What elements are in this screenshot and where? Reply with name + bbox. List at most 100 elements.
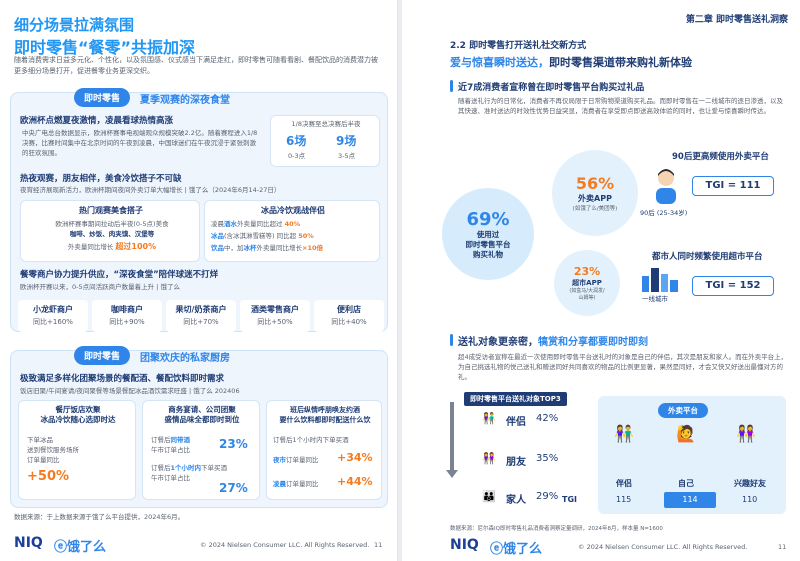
left-copyright: © 2024 Nielsen Consumer LLC. All Rights …: [200, 541, 370, 549]
insight2-tgi: TGI = 152: [692, 276, 774, 296]
waimai-label: 外卖平台: [658, 403, 708, 418]
person-icon-young: [652, 168, 680, 204]
eleme-icon-right: ⓔ: [490, 542, 504, 557]
merchant-card-2: 果切/奶茶商户 同比+70%: [166, 300, 236, 332]
eleme-icon: ⓔ: [54, 540, 68, 555]
insight1-title: 90后更高频使用外卖平台: [672, 152, 769, 162]
block1-title: 欧洲杯点燃夏夜激情，凌晨看球热情高涨: [20, 116, 174, 126]
right-line3e: ×10倍: [302, 244, 323, 252]
top3-label-2: 家人: [506, 495, 526, 506]
waimai-col-1: 自己: [678, 479, 694, 488]
top3-title: 即时零售平台送礼对象TOP3: [464, 392, 567, 406]
col2-value2: 27%: [219, 481, 248, 495]
left-page: 细分场景拉满氛围 即时零售“餐零”共振加深 随着消费需求日益多元化、个性化，以及…: [0, 0, 398, 561]
body2: 超4成受访者宣称在最近一次使用即时零售平台送礼时的对象是自己的伴侣，其次是朋友和…: [458, 353, 788, 381]
chapter-label: 第二章 即时零售送礼洞察: [685, 15, 788, 25]
right-line1a: 凌晨: [211, 220, 224, 228]
niq-logo-right: NIQ: [450, 537, 479, 553]
s2-col1-line2: 送到餐饮服务场所: [27, 446, 79, 454]
block3-title: 餐零商户协力提升供应，“深夜食堂”陪伴球迷不打烊: [20, 270, 219, 280]
merchant-card-4: 便利店同比+40%: [314, 300, 384, 332]
section2-block-sub: 饭店旧聚/午间宴请/夜间聚餐等场景餐配冰品酒饮需求旺盛 | 饿了么 202406: [20, 387, 240, 395]
col3-line3a: 凌晨: [273, 480, 286, 488]
top3-pct-2: 29%: [536, 491, 559, 502]
insight1-label: 90后 (25-34岁): [640, 209, 688, 217]
eleme-logo-text: 饿了么: [67, 540, 107, 555]
big-pct: 69%: [466, 208, 510, 230]
col2-line1b: 同带酒: [170, 436, 191, 444]
waimai-col-0: 伴侣: [616, 479, 632, 488]
tgi-value-2: 110: [742, 495, 758, 504]
col3-line2b: 订单量同比: [286, 456, 319, 464]
right-line1b: 酒水: [224, 220, 237, 228]
s2-col1-line1: 下单冰品: [27, 436, 53, 444]
section1-pill: 即时零售: [74, 88, 131, 107]
merchant-value: 同比+50%: [257, 318, 293, 326]
eleme-logo: ⓔ饿了么: [54, 536, 106, 555]
col3-value1: +34%: [337, 451, 373, 464]
right-source: 数据来源：尼尔森IQ即时零售礼品消费者洞察定量调研，2024年8月，样本量 N=…: [450, 526, 663, 532]
friends-icon: 👭: [482, 452, 496, 465]
s2-col1-value: +50%: [27, 469, 70, 484]
col3-value2: +44%: [337, 475, 373, 488]
app1-pct: 56%: [575, 174, 615, 193]
app2-pct: 23%: [573, 264, 601, 278]
app2-note: (如盒马/大润发/ 山姆等): [569, 287, 605, 301]
merchant-name: 小龙虾商户: [33, 305, 73, 314]
stat1-value: 6场: [286, 134, 307, 148]
right-line2b: (含冰淇淋雪糕等) 同比超: [224, 232, 297, 240]
block2-left-line3a: 外卖量同比增长: [67, 243, 114, 251]
right-line1d: 40%: [284, 220, 301, 228]
col3-line2a: 夜市: [273, 456, 286, 464]
right-line2a: 冰品: [211, 232, 224, 240]
merchant-name: 便利店: [337, 305, 361, 314]
right-line3a: 饮品: [211, 244, 224, 252]
big-circle: 69% 使用过 即时零售平台 购买礼物: [442, 188, 534, 280]
section1-title: 夏季观赛的深夜食堂: [140, 95, 230, 106]
col2-line1a: 订餐后: [151, 436, 171, 444]
top3-arrow-line: [450, 402, 454, 472]
page-title-line2: 即时零售“餐零”共振加深: [14, 38, 196, 57]
tgi-value-0: 115: [616, 495, 632, 504]
top3-label-0: 伴侣: [506, 417, 526, 428]
col2-line4: 午市订单占比: [151, 474, 190, 482]
body1: 随着送礼行为的日常化，消费者不再仅局限于日常购物渠道购买礼品。而即时零售在一二线…: [458, 97, 783, 115]
waimai-col-2: 兴趣好友: [734, 479, 766, 488]
block1-stat-title: 1/8决赛至总决赛后半夜: [291, 120, 361, 128]
heading-pre: 爱与惊喜瞬时送达，: [450, 56, 549, 69]
merchant-value: 同比+40%: [331, 318, 367, 326]
merchant-card-1: 咖啡商户 同比+90%: [92, 300, 162, 332]
left-source: 数据来源：于上数据来源于饿了么平台提供，2024年6月。: [14, 513, 185, 521]
block1-stat-card: [270, 115, 380, 167]
block2-left-title: 热门观赛美食搭子: [79, 206, 143, 215]
merchant-name: 果切/奶茶商户: [175, 305, 227, 314]
couple-icon: 👫: [482, 412, 496, 425]
merchant-value: 同比+70%: [183, 318, 219, 326]
eleme-logo-right-text: 饿了么: [503, 542, 543, 557]
block2-subtitle: 夜宵经济展现新活力，欧洲杯期间夜间外卖订单大幅增长 | 饿了么（2024年6月1…: [20, 186, 281, 194]
right-page-number: 11: [778, 543, 787, 551]
col2-line3a: 订餐后: [151, 464, 171, 472]
accent-bar: [450, 80, 453, 92]
merchant-card-0: 小龙虾商户 同比+160%: [18, 300, 88, 332]
block2-left-line1: 欧洲杯赛事期间拉动后半夜(0-5点)美食: [55, 220, 169, 228]
col3-line1: 订餐后1个小时内下单买酒: [273, 436, 349, 444]
accent-bar-2: [450, 334, 453, 346]
s2-col2-title: 商务宴请、公司团聚 盛情品味全都即时到位: [164, 405, 240, 424]
block2-left-line3b: 超过100%: [115, 242, 157, 251]
top3-pct-0: 42%: [536, 413, 559, 424]
block2-title: 热夜观赛，朋友相伴，美食冷饮搭子不可缺: [20, 174, 182, 184]
right-line3b: 中，加: [224, 244, 244, 252]
section-number: 2.2: [450, 41, 466, 51]
right-line3c: 冰杯: [243, 244, 257, 252]
tgi-value-1: 114: [664, 492, 716, 508]
block1-body: 中央广电总台数据显示，欧洲杯赛事电视端观众规模突破2.2亿。随着赛程进入1/8决…: [22, 129, 258, 157]
eleme-logo-right: ⓔ饿了么: [490, 538, 542, 557]
arrow-down-icon: [446, 470, 458, 478]
right-line3d: 外卖量同比增长: [256, 244, 303, 252]
col3-line3b: 订单量同比: [286, 480, 319, 488]
stat2-label: 3-5点: [338, 152, 356, 160]
s2-col3: 班后纵情呼朋唤友约酒 要什么饮料都即时配送什么饮 订餐后1个小时内下单买酒 夜市…: [266, 400, 382, 500]
col2-value1: 23%: [219, 437, 248, 451]
app1-note: (如饿了么/美团等): [572, 206, 618, 212]
